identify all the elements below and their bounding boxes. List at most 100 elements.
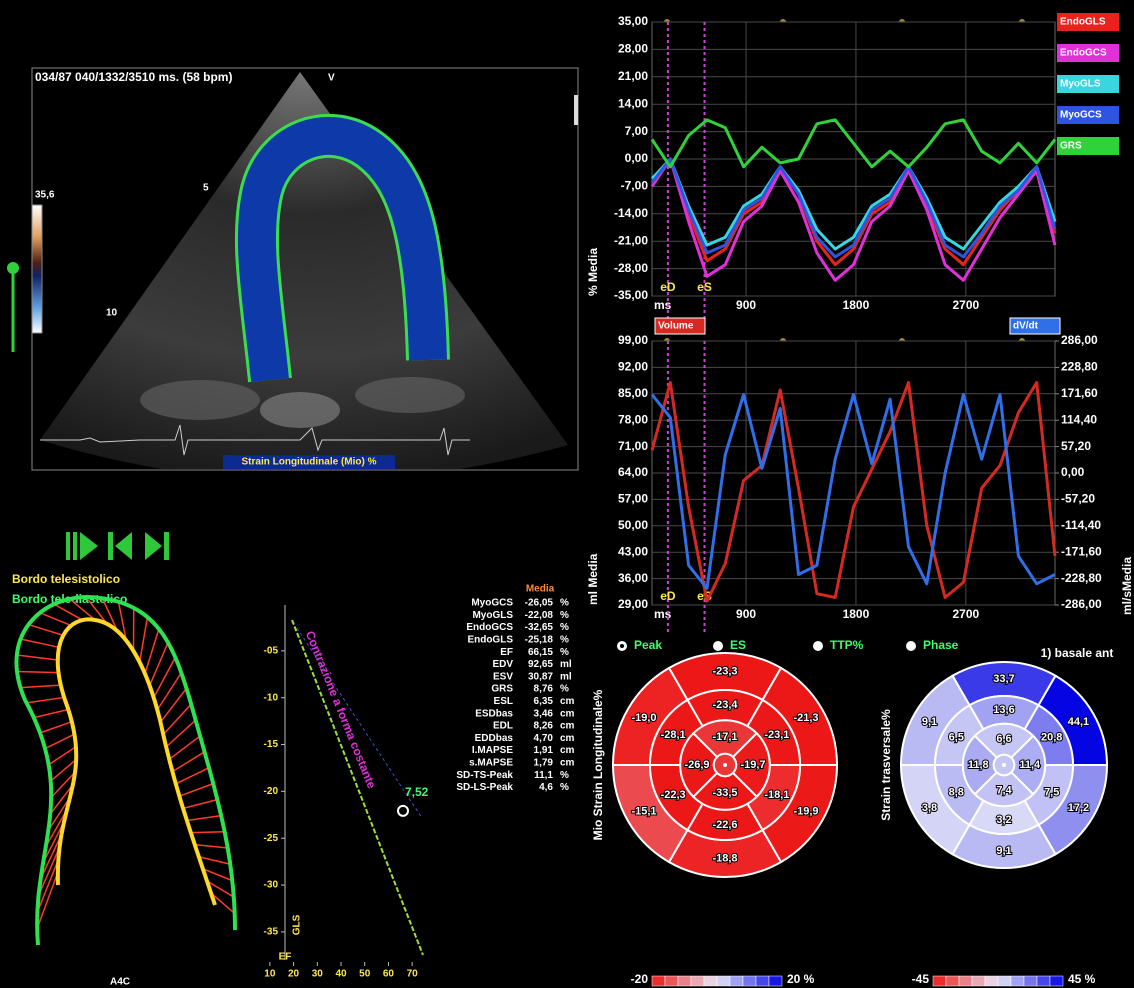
radio-label[interactable]: Phase	[923, 638, 959, 652]
displacement-line	[160, 688, 186, 722]
summary-value: -22,08	[525, 610, 554, 621]
bullseye-axis-label: Strain trasversale%	[879, 709, 893, 821]
contour-panel: Bordo telesistolico Bordo telediastolico…	[12, 572, 235, 987]
legend-label: dV/dt	[1013, 321, 1039, 332]
x-unit: ms	[654, 607, 672, 621]
fit-line	[292, 620, 423, 955]
segment-label: -15,1	[631, 806, 656, 818]
segment-label: -17,1	[712, 731, 737, 743]
summary-unit: %	[560, 598, 569, 609]
center-dot	[723, 763, 727, 767]
colorbar-cell	[691, 976, 704, 986]
event-label: eD	[660, 280, 676, 294]
segment-label: 7,5	[1044, 786, 1059, 798]
colorbar-cell	[933, 976, 946, 986]
segment-label: 11,8	[968, 759, 989, 771]
radio-button[interactable]	[813, 641, 823, 651]
segment-label: -23,3	[712, 665, 737, 677]
summary-value: 4,6	[539, 782, 553, 793]
summary-unit: %	[560, 782, 569, 793]
gls-x-label: EF	[279, 952, 292, 963]
segment-label: 44,1	[1068, 716, 1089, 728]
segment-label: 13,6	[993, 704, 1014, 716]
x-tick-label: 40	[335, 969, 347, 980]
legend-label: MyoGCS	[1060, 110, 1102, 121]
summary-label: ESDbas	[475, 708, 513, 719]
segment-label: 8,8	[949, 786, 964, 798]
y2-tick-label: -114,40	[1061, 518, 1101, 532]
radio-label[interactable]: Peak	[634, 638, 662, 652]
summary-unit: ml	[560, 659, 572, 670]
y-axis-label: ml Media	[586, 553, 600, 605]
y-tick-label: -25	[264, 833, 279, 844]
colorbar-cell	[946, 976, 959, 986]
y-tick-label: -30	[264, 880, 279, 891]
segment-label: 33,7	[993, 673, 1014, 685]
y-tick-label: 7,00	[625, 124, 649, 138]
event-label: eD	[660, 589, 676, 603]
segment-label: -18,1	[764, 789, 789, 801]
segment-label: -33,5	[712, 787, 737, 799]
y-tick-label: 14,00	[618, 96, 648, 110]
y2-axis-label: ml/sMedia	[1120, 557, 1134, 615]
radio-label[interactable]: TTP%	[830, 638, 864, 652]
y2-tick-label: 286,00	[1061, 333, 1098, 347]
segment-label: -23,1	[764, 729, 789, 741]
echo-caption: Strain Longitudinale (Mio) %	[242, 457, 377, 468]
y2-tick-label: 0,00	[1061, 465, 1085, 479]
summary-unit: %	[560, 635, 569, 646]
radio-label[interactable]: ES	[730, 638, 746, 652]
summary-unit: cm	[560, 708, 575, 719]
displacement-line	[27, 697, 65, 702]
y-tick-label: 71,00	[618, 439, 648, 453]
segment-label: 9,1	[996, 845, 1011, 857]
gls-point	[398, 806, 408, 816]
colorbar-cell	[959, 976, 972, 986]
play-button[interactable]	[66, 532, 98, 560]
y-tick-label: 0,00	[625, 151, 649, 165]
displacement-line	[199, 857, 231, 865]
segment-label: 17,2	[1068, 802, 1089, 814]
y-tick-label: 78,00	[618, 412, 648, 426]
radio-button[interactable]	[906, 641, 916, 651]
y-tick-label: 43,00	[618, 544, 648, 558]
displacement-line	[179, 784, 213, 797]
segment-label: 6,5	[949, 731, 964, 743]
x-tick-label: 50	[359, 969, 371, 980]
summary-label: SD-LS-Peak	[456, 782, 513, 793]
displacement-line	[172, 752, 204, 772]
colorbar-cell	[769, 976, 782, 986]
slider-knob[interactable]	[7, 262, 19, 274]
colorbar-cell	[985, 976, 998, 986]
colorbar-max: 45 %	[1068, 972, 1096, 986]
summary-value: 92,65	[528, 659, 553, 670]
colorbar-cell	[730, 976, 743, 986]
prev-button[interactable]	[108, 532, 132, 560]
depth-label: 5	[203, 183, 209, 194]
summary-value: 6,35	[534, 696, 554, 707]
summary-unit: %	[560, 770, 569, 781]
segment-label: 11,4	[1019, 759, 1041, 771]
segment-label: -22,6	[712, 819, 737, 831]
summary-label: ESV	[493, 671, 513, 682]
radio-button[interactable]	[713, 641, 723, 651]
y2-tick-label: -171,60	[1061, 544, 1102, 558]
y-tick-label: 35,00	[618, 14, 648, 28]
bullseye-title: 1) basale ant	[1041, 646, 1114, 660]
legend-end-systolic: Bordo telesistolico	[12, 572, 120, 586]
screen: 034/87 040/1332/3510 ms. (58 bpm) V 35,6…	[0, 0, 1134, 988]
colorbar-min: -20	[631, 972, 649, 986]
summary-label: EDV	[492, 659, 513, 670]
summary-label: MyoGLS	[472, 610, 513, 621]
displacement-line	[183, 800, 217, 809]
y-tick-label: 50,00	[618, 518, 648, 532]
y-tick-label: 92,00	[618, 360, 648, 374]
y2-tick-label: 228,80	[1061, 360, 1098, 374]
displacement-line	[17, 655, 58, 660]
summary-label: EF	[500, 647, 513, 658]
next-button[interactable]	[145, 532, 169, 560]
displacement-line	[40, 613, 71, 626]
echo-header: 034/87 040/1332/3510 ms. (58 bpm)	[35, 70, 232, 84]
y-tick-label: 57,00	[618, 492, 648, 506]
playback-controls[interactable]	[66, 532, 169, 560]
